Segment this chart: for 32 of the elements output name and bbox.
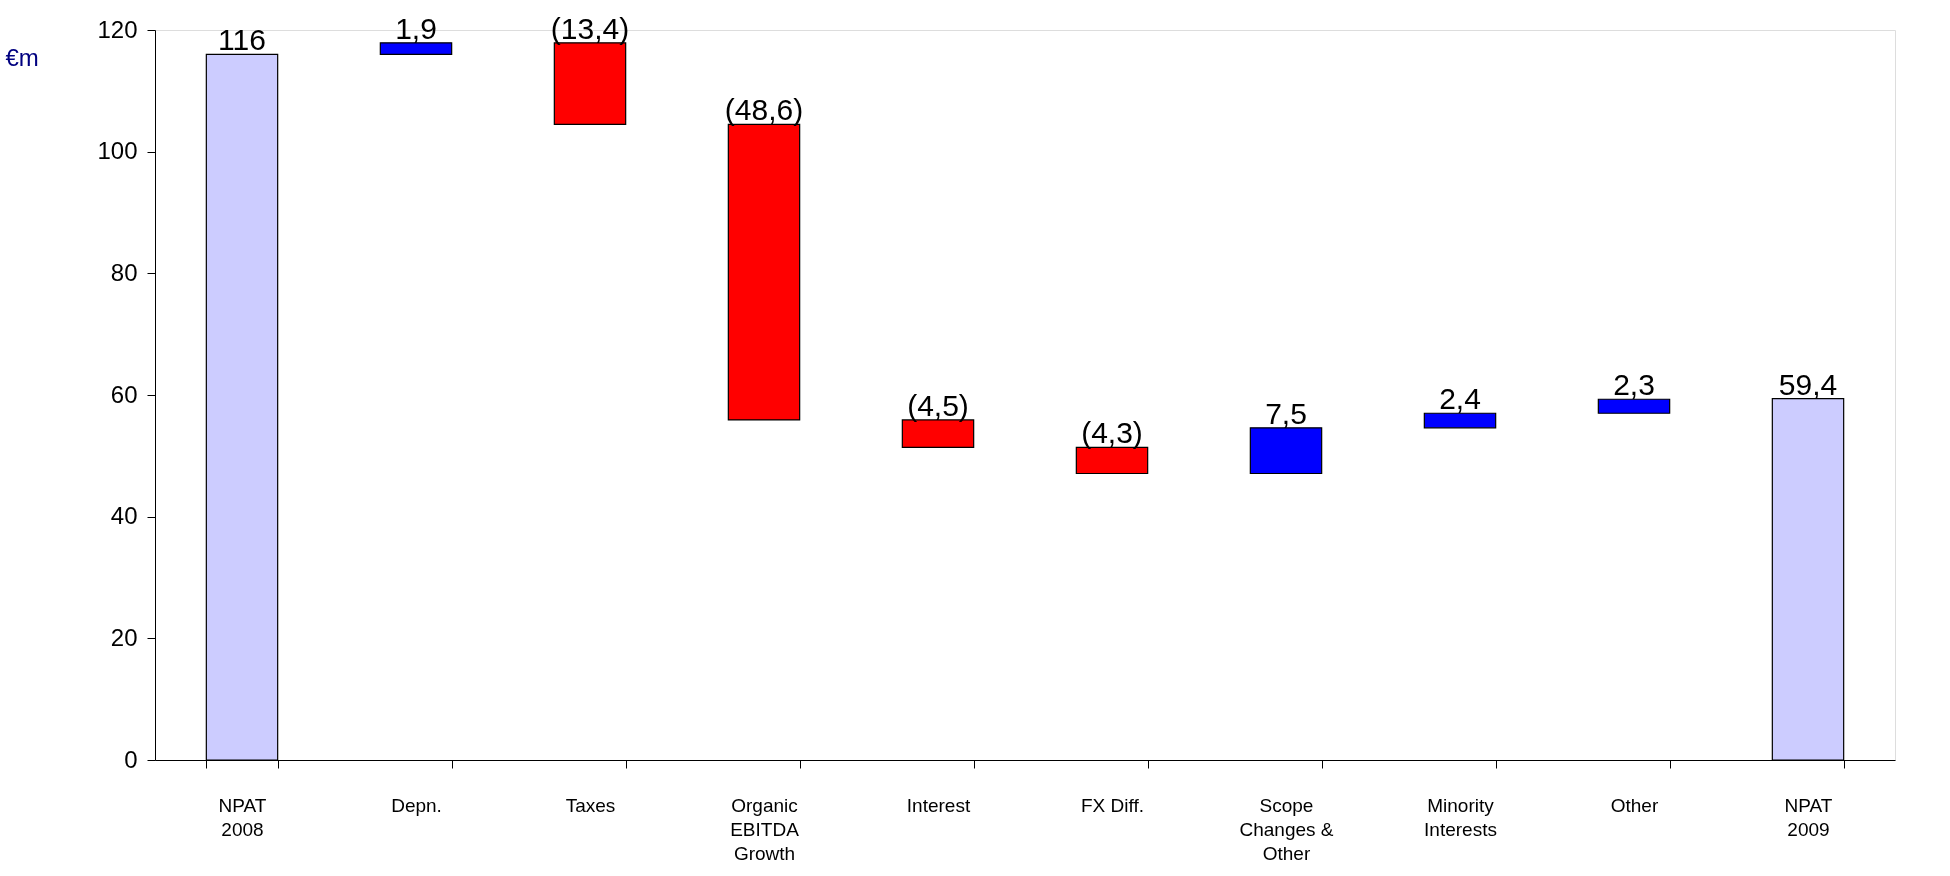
x-tick-label: Taxes — [565, 794, 616, 816]
y-tick-label: 60 — [110, 380, 138, 408]
data-label: (4,5) — [907, 388, 969, 422]
data-label: (4,3) — [1081, 416, 1143, 450]
data-label: (48,6) — [724, 93, 804, 127]
y-axis-title: €m — [5, 43, 39, 71]
data-label: 59,4 — [1778, 367, 1838, 401]
bar — [379, 42, 453, 55]
y-tick-label: 40 — [110, 502, 138, 530]
data-label: (13,4) — [550, 11, 630, 45]
y-tick-label: 80 — [110, 258, 138, 286]
y-tick-label: 0 — [124, 745, 138, 773]
data-label: 2,3 — [1613, 368, 1655, 402]
data-label: 2,4 — [1439, 382, 1481, 416]
x-tick-label: Organic EBITDA Growth — [730, 794, 800, 864]
data-label: 7,5 — [1265, 396, 1307, 430]
bar — [1423, 412, 1497, 429]
x-tick-label: Other — [1610, 794, 1659, 816]
x-tick-label: NPAT 2008 — [218, 794, 267, 840]
y-tick-label: 100 — [97, 137, 138, 165]
bar — [1597, 398, 1671, 414]
data-label: 116 — [218, 23, 266, 57]
x-tick-label: Interest — [906, 794, 971, 816]
bar — [1249, 427, 1323, 475]
y-tick-label: 120 — [97, 15, 138, 43]
x-tick-label: FX Diff. — [1081, 794, 1144, 816]
data-label: 1,9 — [395, 11, 437, 45]
x-tick-label: NPAT 2009 — [1784, 794, 1833, 840]
y-tick-label: 20 — [110, 623, 138, 651]
x-tick-label: Minority Interests — [1424, 794, 1497, 840]
x-tick-label: Scope Changes & Other — [1239, 794, 1334, 864]
x-tick-label: Depn. — [391, 794, 442, 816]
